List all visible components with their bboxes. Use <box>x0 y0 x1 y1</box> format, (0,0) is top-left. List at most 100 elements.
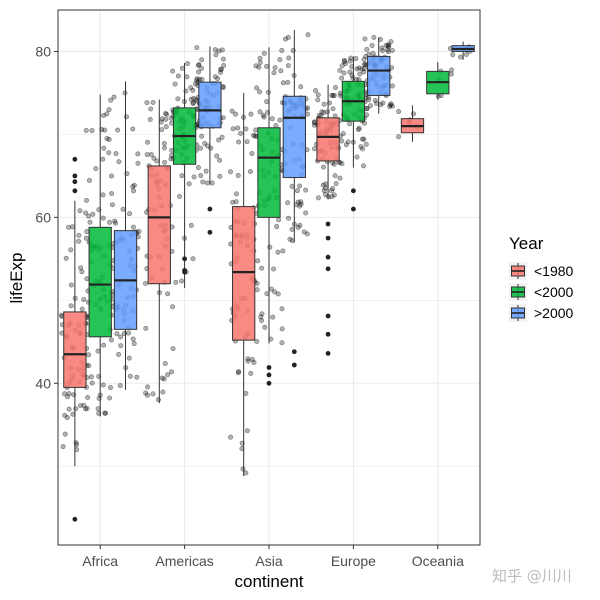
jitter-point <box>297 222 303 228</box>
jitter-point <box>279 326 285 332</box>
box <box>147 165 171 285</box>
outlier-point <box>207 206 213 212</box>
jitter-point <box>145 384 151 390</box>
jitter-point <box>179 65 185 71</box>
jitter-point <box>277 57 283 63</box>
outlier-point <box>72 156 78 162</box>
jitter-point <box>279 340 285 346</box>
jitter-point <box>148 106 154 112</box>
y-tick-label: 40 <box>35 375 51 391</box>
jitter-point <box>298 84 304 90</box>
jitter-point <box>236 369 242 375</box>
jitter-point <box>95 348 101 354</box>
jitter-point <box>235 125 241 131</box>
jitter-point <box>269 116 275 122</box>
jitter-point <box>65 394 71 400</box>
jitter-point <box>101 342 107 348</box>
jitter-point <box>379 45 385 51</box>
jitter-point <box>279 47 285 53</box>
jitter-point <box>257 109 263 115</box>
box <box>63 311 87 388</box>
jitter-point <box>364 106 370 112</box>
jitter-point <box>360 136 366 142</box>
jitter-point <box>179 278 185 284</box>
jitter-point <box>276 217 282 223</box>
jitter-point <box>199 57 205 63</box>
outlier-point <box>325 235 331 241</box>
jitter-point <box>396 134 402 140</box>
jitter-point <box>109 202 115 208</box>
jitter-point <box>341 70 347 76</box>
jitter-point <box>188 85 194 91</box>
jitter-point <box>130 224 136 230</box>
jitter-point <box>254 85 260 91</box>
jitter-point <box>199 76 205 82</box>
jitter-point <box>449 67 455 73</box>
jitter-point <box>305 32 311 38</box>
jitter-point <box>66 391 72 397</box>
jitter-point <box>68 303 74 309</box>
jitter-point <box>115 127 121 133</box>
x-tick-label: Europe <box>331 553 376 569</box>
jitter-point <box>361 163 367 169</box>
jitter-point <box>319 109 325 115</box>
outlier-point <box>291 362 297 368</box>
jitter-point <box>257 89 263 95</box>
jitter-point <box>264 99 270 105</box>
jitter-point <box>135 160 141 166</box>
jitter-point <box>220 56 226 62</box>
jitter-point <box>102 410 108 416</box>
jitter-point <box>170 68 176 74</box>
jitter-point <box>63 255 69 261</box>
jitter-point <box>388 39 394 45</box>
jitter-point <box>274 224 280 230</box>
jitter-point <box>86 352 92 358</box>
jitter-point <box>104 111 110 117</box>
jitter-point <box>230 199 236 205</box>
jitter-point <box>303 187 309 193</box>
jitter-point <box>216 137 222 143</box>
jitter-point <box>165 291 171 297</box>
jitter-point <box>265 89 271 95</box>
jitter-point <box>143 325 149 331</box>
jitter-point <box>68 247 74 253</box>
jitter-point <box>199 133 205 139</box>
jitter-point <box>285 63 291 69</box>
jitter-point <box>364 46 370 52</box>
outlier-point <box>266 380 272 386</box>
jitter-point <box>363 141 369 147</box>
jitter-point <box>341 57 347 63</box>
jitter-point <box>286 55 292 61</box>
jitter-point <box>161 141 167 147</box>
jitter-point <box>260 112 266 118</box>
jitter-point <box>295 199 301 205</box>
jitter-point <box>108 97 114 103</box>
jitter-point <box>361 56 367 62</box>
outlier-point <box>325 331 331 337</box>
jitter-point <box>355 127 361 133</box>
jitter-point <box>126 355 132 361</box>
jitter-point <box>280 248 286 254</box>
jitter-point <box>362 36 368 42</box>
legend-label: <1980 <box>534 263 574 279</box>
jitter-point <box>205 180 211 186</box>
jitter-point <box>297 183 303 189</box>
jitter-point <box>337 175 343 181</box>
jitter-point <box>370 50 376 56</box>
jitter-point <box>159 116 165 122</box>
jitter-point <box>89 380 95 386</box>
jitter-point <box>228 434 234 440</box>
jitter-point <box>358 144 364 150</box>
jitter-point <box>169 304 175 310</box>
jitter-point <box>217 173 223 179</box>
jitter-point <box>130 336 136 342</box>
jitter-point <box>372 98 378 104</box>
jitter-point <box>385 49 391 55</box>
jitter-point <box>192 81 198 87</box>
jitter-point <box>384 47 390 53</box>
jitter-point <box>219 47 225 53</box>
legend: Year <1980 <2000 >2000 <box>509 234 574 322</box>
jitter-point <box>176 194 182 200</box>
jitter-point <box>359 66 365 72</box>
jitter-point <box>118 334 124 340</box>
